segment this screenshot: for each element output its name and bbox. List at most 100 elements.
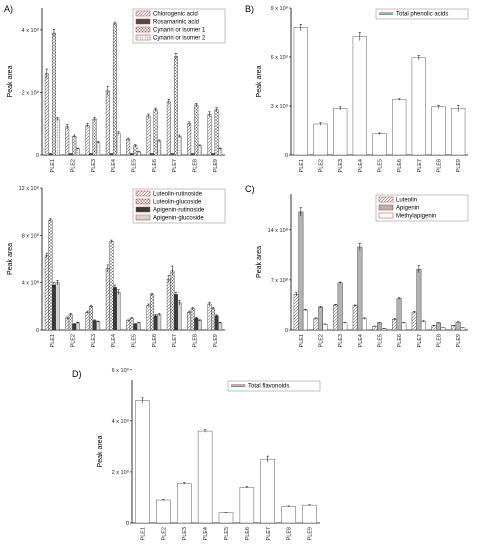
bar [197, 145, 202, 156]
panel-label: A) [4, 4, 13, 14]
bar [89, 306, 94, 331]
bar [302, 504, 317, 524]
x-tick-label: PLE6 [152, 159, 158, 172]
x-tick-label: PLE8 [193, 334, 199, 347]
x-tick-label: PLE5 [132, 334, 138, 347]
x-tick-label: PLE2 [71, 334, 77, 347]
x-tick-label: PLE8 [437, 159, 443, 172]
bar [381, 328, 387, 331]
bar [109, 153, 114, 156]
bar [372, 133, 387, 156]
bar [85, 312, 90, 331]
x-tick-label: PLE3 [91, 159, 97, 172]
bar [112, 287, 117, 331]
bar [197, 430, 213, 524]
bar [190, 153, 195, 156]
bar [109, 241, 114, 331]
x-tick-label: PLE9 [213, 159, 219, 172]
y-axis-label: Peak area [7, 243, 14, 275]
x-tick-label: PLE6 [397, 159, 403, 172]
bar [55, 118, 60, 156]
y-tick-label: 0 [285, 153, 288, 159]
bar [392, 99, 407, 156]
bar [281, 506, 296, 524]
bar [396, 298, 402, 331]
bar [194, 104, 199, 156]
bar [187, 123, 192, 156]
legend-swatch [378, 204, 394, 211]
x-tick-label: PLE4 [203, 527, 209, 540]
bar [156, 499, 171, 524]
bar [133, 323, 138, 331]
legend-swatch [135, 26, 151, 33]
bar [153, 109, 158, 156]
bar [333, 304, 339, 331]
y-tick-label: 9 x 10⁹ [271, 5, 288, 12]
bar [177, 302, 182, 331]
x-tick-label: PLE6 [152, 334, 158, 347]
y-tick-label: 12 x 10⁸ [19, 185, 39, 192]
y-tick-label: 7 x 10⁸ [271, 277, 288, 284]
bar [116, 132, 121, 156]
x-tick-label: PLE4 [358, 159, 364, 172]
x-tick-label: PLE9 [213, 334, 219, 347]
bar [177, 136, 182, 156]
legend-label: Total flavonoids [248, 384, 289, 390]
bar [322, 324, 328, 331]
bar [333, 108, 348, 156]
bar [318, 306, 323, 331]
legend-label: Cynarin or isomer 2 [153, 36, 206, 42]
x-tick-label: PLE5 [378, 334, 384, 347]
legend-swatch [135, 206, 151, 213]
bar [218, 512, 234, 524]
y-axis-label: Peak area [97, 435, 104, 467]
bar [68, 314, 73, 331]
legend-label: Luteolin-rutinoside [153, 192, 203, 198]
y-tick-label: 2 x 10⁹ [112, 469, 129, 476]
bar [44, 73, 49, 156]
x-tick-label: PLE9 [308, 527, 314, 540]
bar [136, 151, 141, 156]
y-tick-label: 6 x 10⁹ [271, 54, 288, 61]
y-tick-label: 2 x 10⁹ [22, 89, 39, 96]
x-tick-label: PLE3 [338, 334, 344, 347]
bar [72, 323, 77, 331]
bar [126, 320, 131, 331]
bar [401, 322, 407, 331]
bar [85, 125, 90, 156]
bar [392, 319, 398, 331]
y-axis-label: Peak area [256, 65, 263, 97]
chart-panel-d: D) Peak area 0 2 x 10⁹ 4 x 10⁹ 6 x 10⁹ PLE1 PLE… [72, 367, 321, 540]
y-axis-label: Peak area [7, 65, 14, 97]
legend-label: Rosamarinic acid [153, 20, 199, 26]
x-tick-label: PLE3 [91, 334, 97, 347]
x-tick-label: PLE4 [111, 334, 117, 347]
bar [361, 318, 367, 331]
bar [146, 304, 151, 331]
legend-swatch [378, 212, 394, 219]
bar [431, 106, 446, 156]
x-tick-label: PLE7 [417, 334, 423, 347]
legend-label: Total phenolic acids [396, 12, 448, 18]
x-tick-label: PLE2 [161, 527, 167, 540]
bar [313, 318, 319, 331]
bar [293, 27, 308, 156]
legend-label: Apigenin-rutinoside [153, 208, 205, 214]
legend-box [227, 380, 321, 392]
x-tick-label: PLE5 [378, 159, 384, 172]
x-tick-label: PLE1 [299, 334, 305, 347]
bar [65, 317, 70, 331]
bar [170, 153, 175, 156]
legend-swatch [378, 196, 394, 203]
x-tick-label: PLE2 [319, 159, 325, 172]
x-tick-label: PLE1 [140, 527, 146, 540]
chart-panel-b: B) Peak area 0 3 x 10⁹ 6 x 10⁹ 9 x 10⁹ PLE1 PLE… [245, 4, 469, 172]
bar [298, 211, 304, 331]
x-tick-label: PLE3 [338, 159, 344, 172]
y-tick-label: 6 x 10⁹ [112, 367, 129, 374]
bar [197, 320, 202, 331]
bar [146, 115, 151, 156]
x-tick-label: PLE7 [172, 334, 178, 347]
panel-label: D) [72, 369, 82, 379]
